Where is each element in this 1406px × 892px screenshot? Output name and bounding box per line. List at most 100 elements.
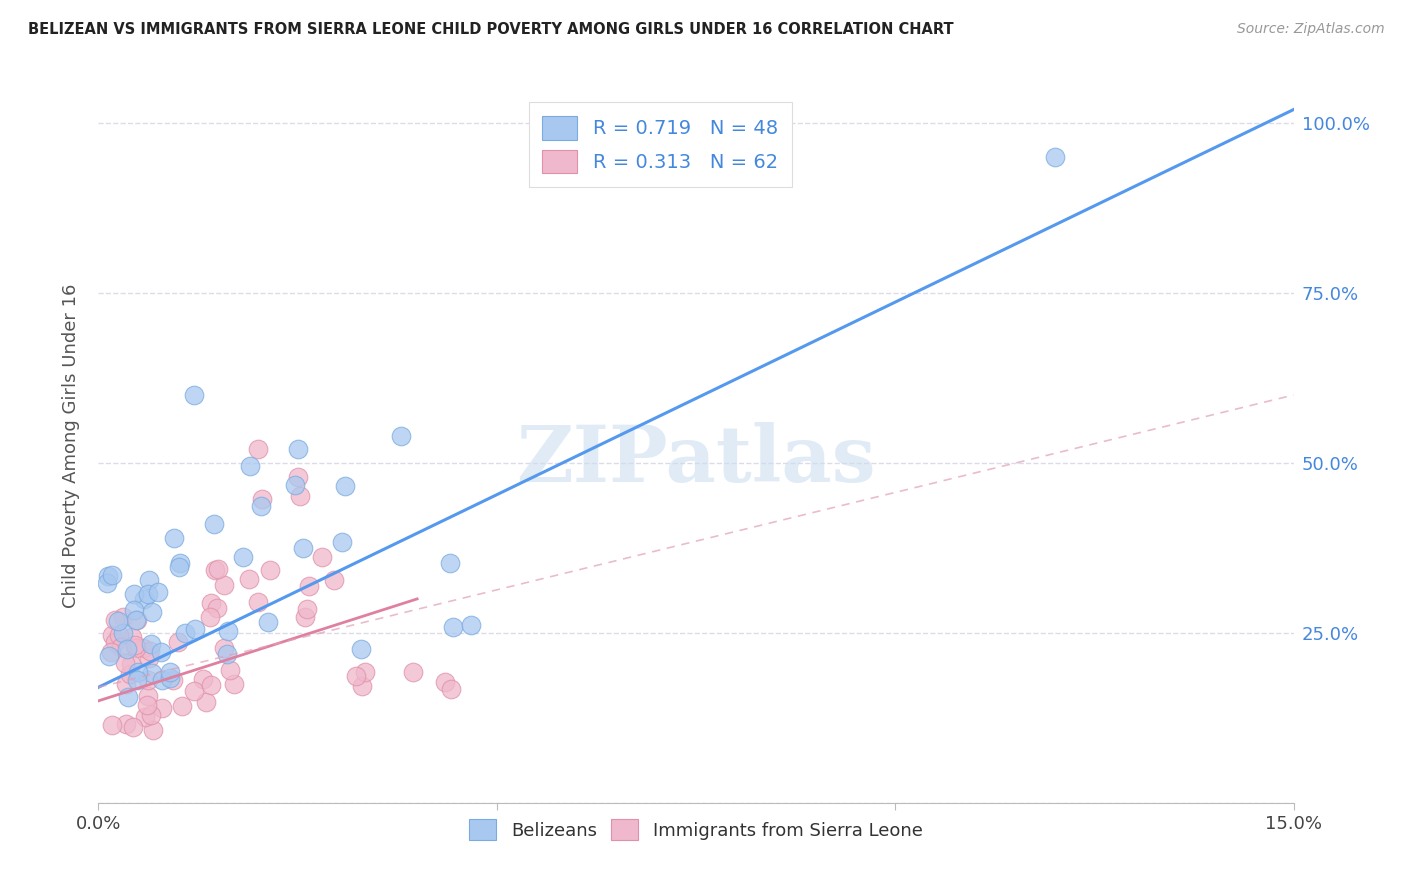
Point <box>249 500 271 514</box>
Point <box>150 673 173 687</box>
Point <box>117 641 139 656</box>
Point <box>162 673 184 687</box>
Point <box>139 644 162 658</box>
Point <box>350 642 373 657</box>
Point <box>284 477 307 491</box>
Point <box>141 637 163 651</box>
Point <box>198 609 221 624</box>
Point <box>101 627 124 641</box>
Point <box>439 556 461 570</box>
Point <box>205 600 228 615</box>
Point <box>124 614 146 628</box>
Point <box>122 587 145 601</box>
Point <box>207 562 229 576</box>
Point <box>170 698 193 713</box>
Point <box>257 615 280 629</box>
Point <box>250 491 273 506</box>
Point <box>104 613 127 627</box>
Point <box>141 605 163 619</box>
Point <box>104 634 127 648</box>
Point <box>200 596 222 610</box>
Legend: Belizeans, Immigrants from Sierra Leone: Belizeans, Immigrants from Sierra Leone <box>463 812 929 847</box>
Point <box>120 657 142 671</box>
Point <box>330 535 353 549</box>
Point <box>100 568 122 582</box>
Point <box>212 578 235 592</box>
Point <box>232 550 254 565</box>
Point <box>121 720 143 734</box>
Point <box>115 717 138 731</box>
Point <box>159 665 181 680</box>
Point <box>247 594 270 608</box>
Point <box>141 723 163 738</box>
Text: Source: ZipAtlas.com: Source: ZipAtlas.com <box>1237 22 1385 37</box>
Point <box>292 541 315 555</box>
Point <box>127 665 149 679</box>
Point <box>117 690 139 704</box>
Text: ZIPatlas: ZIPatlas <box>516 422 876 499</box>
Point <box>169 556 191 570</box>
Point <box>136 689 159 703</box>
Point <box>138 651 160 665</box>
Point <box>218 663 240 677</box>
Point <box>238 572 260 586</box>
Point <box>115 677 138 691</box>
Point <box>352 679 374 693</box>
Point <box>1043 150 1066 164</box>
Point <box>132 591 155 606</box>
Point <box>114 657 136 671</box>
Text: BELIZEAN VS IMMIGRANTS FROM SIERRA LEONE CHILD POVERTY AMONG GIRLS UNDER 16 CORR: BELIZEAN VS IMMIGRANTS FROM SIERRA LEONE… <box>28 22 953 37</box>
Point <box>141 707 163 722</box>
Point <box>183 388 205 402</box>
Point <box>174 625 197 640</box>
Point <box>290 489 312 503</box>
Point <box>212 640 235 655</box>
Point <box>124 638 146 652</box>
Point <box>200 678 222 692</box>
Point <box>125 640 148 655</box>
Point <box>246 442 269 457</box>
Point <box>167 560 190 574</box>
Point <box>108 627 131 641</box>
Point <box>150 700 173 714</box>
Point <box>162 531 184 545</box>
Point <box>127 673 149 687</box>
Point <box>136 673 159 687</box>
Point <box>222 677 245 691</box>
Point <box>134 710 156 724</box>
Point <box>389 429 412 443</box>
Point <box>118 666 141 681</box>
Point <box>96 576 118 591</box>
Y-axis label: Child Poverty Among Girls Under 16: Child Poverty Among Girls Under 16 <box>62 284 80 608</box>
Point <box>434 674 457 689</box>
Point <box>441 620 464 634</box>
Point <box>112 610 135 624</box>
Point <box>110 640 132 655</box>
Point <box>440 681 463 696</box>
Point <box>195 695 218 709</box>
Point <box>135 698 157 713</box>
Point <box>100 645 122 659</box>
Point <box>217 624 239 638</box>
Point <box>354 665 377 679</box>
Point <box>460 618 482 632</box>
Point <box>259 563 281 577</box>
Point <box>149 645 172 659</box>
Point <box>131 641 153 656</box>
Point <box>159 671 181 685</box>
Point <box>125 613 148 627</box>
Point <box>98 649 121 664</box>
Point <box>111 626 134 640</box>
Point <box>311 549 333 564</box>
Point <box>101 717 124 731</box>
Point <box>183 683 205 698</box>
Point <box>344 669 367 683</box>
Point <box>202 517 225 532</box>
Point <box>107 614 129 628</box>
Point <box>167 635 190 649</box>
Point <box>335 478 357 492</box>
Point <box>122 603 145 617</box>
Point <box>323 574 346 588</box>
Point <box>295 602 318 616</box>
Point <box>136 587 159 601</box>
